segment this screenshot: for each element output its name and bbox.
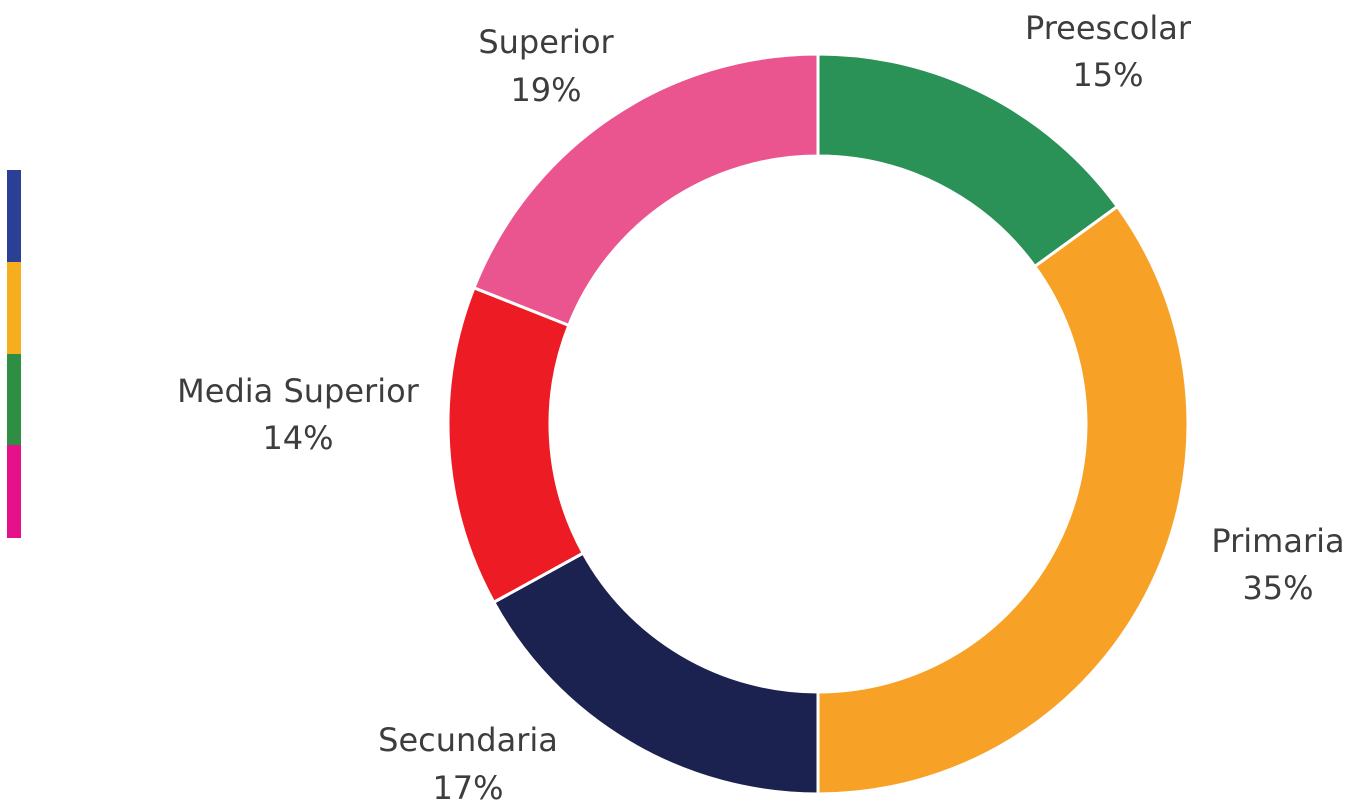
strip-green [7, 354, 21, 445]
donut-slice [472, 52, 820, 328]
slice-label: Secundaria [378, 721, 558, 759]
strip-yellow [7, 262, 21, 354]
slice-value-label: 35% [1242, 569, 1313, 607]
slice-label: Primaria [1211, 522, 1344, 560]
slice-label: Media Superior [177, 372, 420, 410]
slice-value-label: 17% [432, 769, 503, 807]
side-color-strip [7, 170, 21, 538]
slice-label: Superior [478, 23, 614, 61]
strip-blue [7, 170, 21, 262]
donut-slice [446, 285, 586, 605]
slice-value-label: 14% [262, 419, 333, 457]
strip-magenta [7, 445, 21, 538]
slice-value-label: 15% [1072, 56, 1143, 94]
donut-slice [816, 204, 1190, 796]
slice-label: Preescolar [1025, 9, 1192, 47]
slice-value-label: 19% [510, 71, 581, 109]
